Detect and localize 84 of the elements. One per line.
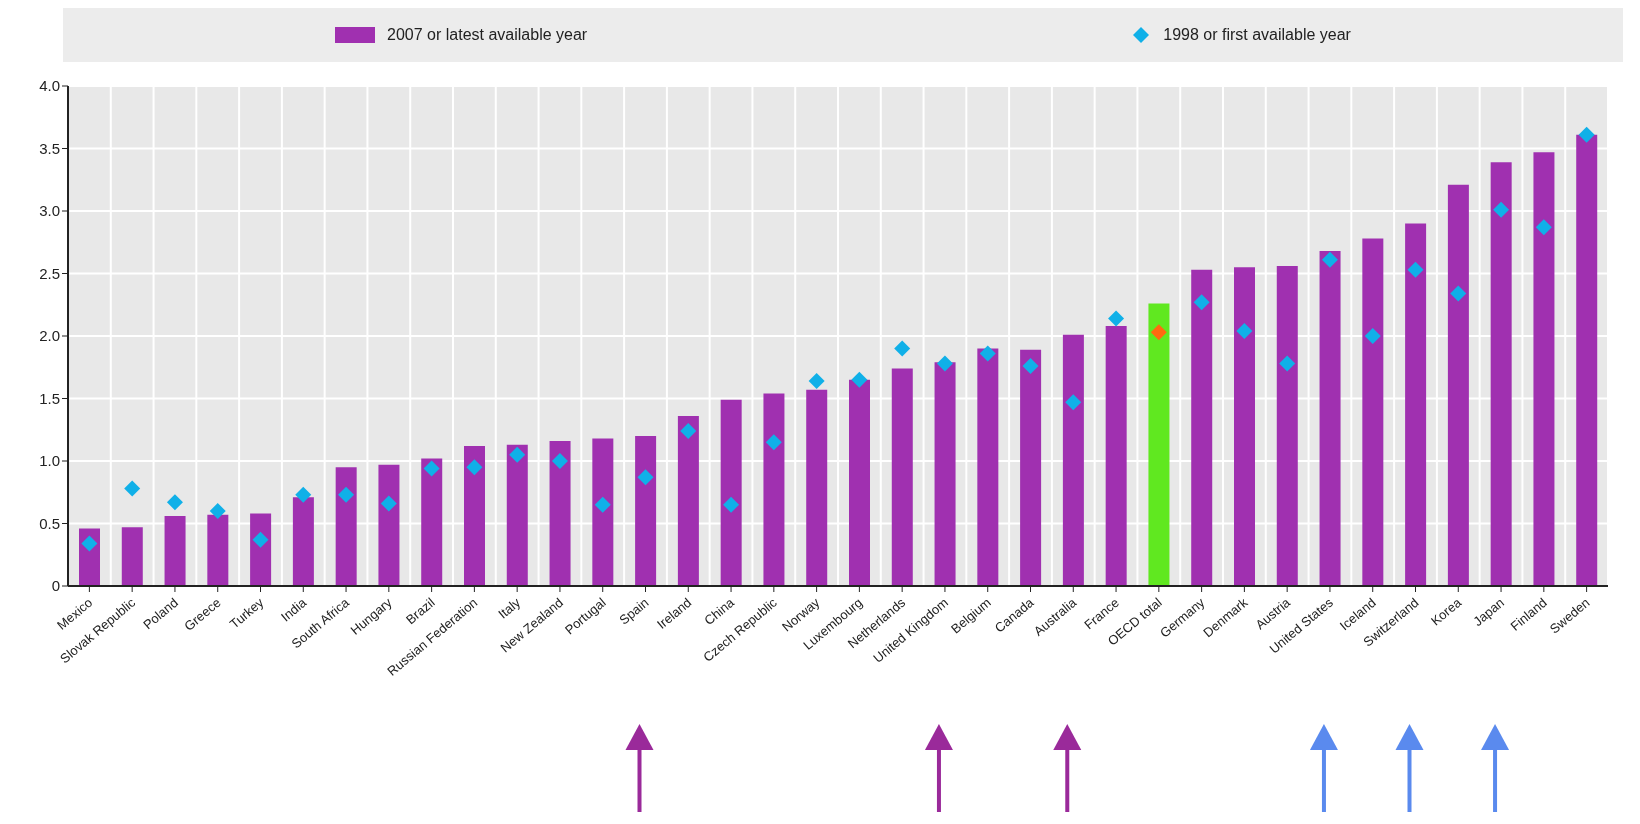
point — [1279, 355, 1296, 372]
bar — [1405, 223, 1427, 586]
bar — [806, 389, 828, 586]
bar — [1062, 334, 1084, 586]
point — [380, 495, 397, 512]
bar — [121, 527, 143, 586]
point — [1236, 323, 1253, 339]
point — [1065, 394, 1082, 411]
bar — [1191, 269, 1213, 586]
bar — [1148, 303, 1170, 586]
bar — [164, 516, 186, 586]
point — [423, 460, 440, 477]
point — [936, 355, 953, 372]
point — [1364, 328, 1381, 344]
bar — [891, 368, 913, 586]
y-tick-label: 1.0 — [39, 452, 60, 470]
bar — [292, 497, 314, 586]
point — [979, 345, 996, 362]
y-tick-label: 0.5 — [39, 514, 60, 532]
bar — [1105, 326, 1127, 586]
point — [594, 496, 611, 513]
point — [1022, 358, 1039, 374]
point — [1493, 201, 1510, 218]
point — [1535, 219, 1552, 236]
bar — [421, 458, 443, 586]
bar — [592, 438, 614, 586]
point — [680, 423, 697, 439]
bar — [250, 513, 272, 586]
point — [1450, 285, 1467, 302]
point — [1578, 126, 1595, 143]
point — [124, 480, 141, 497]
bar — [1362, 238, 1384, 586]
point — [765, 434, 782, 451]
bar — [1276, 266, 1298, 586]
point — [81, 535, 98, 552]
point — [466, 459, 483, 476]
point — [637, 469, 654, 486]
y-tick-label: 1.5 — [39, 389, 60, 407]
y-tick-label: 3.5 — [39, 139, 60, 157]
bar — [1447, 184, 1469, 586]
bar — [464, 446, 485, 586]
point — [295, 486, 312, 503]
bar — [378, 464, 400, 586]
bar — [1234, 267, 1255, 586]
bar — [207, 514, 229, 586]
point — [1407, 261, 1424, 278]
point — [338, 486, 355, 503]
bar — [635, 436, 657, 586]
bar — [549, 441, 571, 586]
bar — [1319, 251, 1341, 586]
bar — [1020, 349, 1042, 586]
y-tick-label: 2.0 — [39, 327, 60, 345]
y-tick-label: 3.0 — [39, 202, 60, 220]
bar — [1533, 152, 1555, 586]
point — [166, 494, 183, 511]
point — [509, 446, 526, 463]
bar — [1490, 162, 1512, 586]
point — [209, 503, 226, 519]
bar — [763, 393, 785, 586]
point — [252, 531, 269, 548]
bar — [506, 444, 528, 586]
point — [1321, 251, 1338, 268]
bar — [977, 348, 999, 586]
bar — [849, 379, 870, 586]
legend-label: 2007 or latest available year — [387, 26, 588, 44]
bar — [934, 362, 956, 586]
legend-label: 1998 or first available year — [1163, 26, 1351, 44]
bar — [1576, 134, 1598, 586]
point — [723, 496, 740, 513]
point — [1193, 294, 1210, 311]
x-tick-label: India — [277, 594, 310, 625]
bar — [720, 399, 742, 586]
point — [851, 371, 868, 388]
bar — [677, 416, 699, 586]
y-tick-label: 2.5 — [39, 264, 60, 282]
point — [808, 373, 825, 389]
point — [1108, 310, 1125, 327]
x-tick-label: Italy — [495, 594, 524, 622]
bar — [335, 467, 357, 586]
y-tick-label: 0 — [51, 577, 60, 595]
point — [894, 340, 911, 357]
point — [1150, 324, 1167, 341]
y-tick-label: 4.0 — [39, 77, 60, 95]
point — [551, 453, 568, 469]
